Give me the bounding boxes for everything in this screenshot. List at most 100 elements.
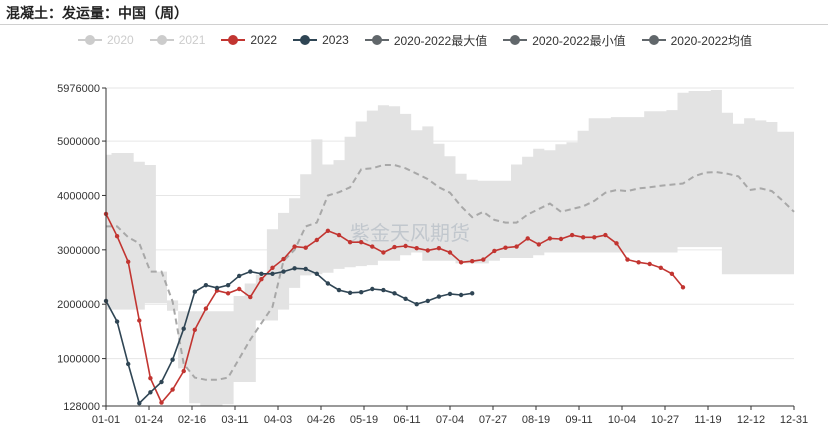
data-point-2022 <box>525 236 530 241</box>
data-point-2022 <box>536 242 541 247</box>
data-point-2023 <box>259 271 264 276</box>
data-point-2022 <box>392 244 397 250</box>
legend-item-6[interactable]: 2020-2022均值 <box>641 32 752 49</box>
data-point-2023 <box>314 271 319 276</box>
x-tick-label: 12-31 <box>780 414 808 426</box>
legend-marker-icon <box>503 33 528 47</box>
x-tick-label: 02-16 <box>178 414 206 426</box>
legend-item-0[interactable]: 2020 <box>78 33 134 47</box>
data-point-2022 <box>192 327 197 332</box>
legend-marker-icon <box>641 33 666 47</box>
legend-label: 2020-2022最大值 <box>393 33 488 48</box>
data-point-2022 <box>359 240 364 245</box>
x-tick-label: 09-11 <box>565 414 592 426</box>
data-point-2023 <box>325 281 331 286</box>
legend-label: 2023 <box>322 33 349 47</box>
data-point-2022 <box>414 246 419 251</box>
data-point-2022 <box>470 259 475 264</box>
data-point-2022 <box>292 244 297 249</box>
data-point-2022 <box>425 248 430 253</box>
x-tick-label: 11-19 <box>694 414 721 426</box>
legend-item-3[interactable]: 2023 <box>293 33 349 47</box>
data-point-2023 <box>114 319 120 324</box>
data-point-2022 <box>126 259 131 264</box>
legend-item-1[interactable]: 2021 <box>149 33 206 47</box>
data-point-2022 <box>569 232 575 238</box>
chart-title: 混凝土：发运量：中国（周） <box>6 6 188 22</box>
max-min-band <box>106 90 794 406</box>
data-point-2023 <box>425 298 430 304</box>
data-point-2022 <box>481 257 486 262</box>
data-point-2022 <box>447 250 453 255</box>
watermark-layer: 紫金天风期货 <box>350 221 470 245</box>
data-point-2022 <box>303 245 308 250</box>
data-point-2022 <box>325 228 331 233</box>
data-point-2023 <box>458 292 464 298</box>
data-point-2022 <box>547 236 553 241</box>
data-point-2022 <box>436 246 442 251</box>
x-tick-label: 07-27 <box>479 414 507 426</box>
series-line-2023 <box>105 267 473 405</box>
data-point-2023 <box>181 326 186 331</box>
data-point-2022 <box>492 248 497 254</box>
data-point-2022 <box>458 260 464 265</box>
data-point-2022 <box>137 318 142 323</box>
data-point-2023 <box>137 401 142 406</box>
data-point-2022 <box>614 241 619 246</box>
data-point-2023 <box>336 287 342 293</box>
data-point-2022 <box>680 285 686 290</box>
data-point-2023 <box>281 269 286 274</box>
series-layer <box>103 211 686 406</box>
data-point-2022 <box>603 232 608 238</box>
y-tick-label: 2000000 <box>57 299 100 311</box>
data-point-2022 <box>259 277 264 282</box>
x-tick-label: 01-01 <box>92 414 120 426</box>
data-point-2022 <box>658 265 663 270</box>
watermark-text: 紫金天风期货 <box>350 221 470 245</box>
data-point-2023 <box>270 271 275 276</box>
data-point-2023 <box>148 390 153 395</box>
data-point-2022 <box>669 271 675 276</box>
data-point-2023 <box>436 294 442 299</box>
data-point-2023 <box>470 291 475 296</box>
data-point-2022 <box>558 236 564 242</box>
legend-marker-icon <box>364 33 389 47</box>
legend-marker-icon <box>78 33 102 47</box>
legend-marker-icon <box>149 33 174 47</box>
y-tick-label: 3000000 <box>57 245 100 257</box>
legend-marker-icon <box>293 33 318 47</box>
data-point-2023 <box>214 285 220 291</box>
data-point-2023 <box>359 290 364 295</box>
x-tick-label: 06-11 <box>393 414 420 426</box>
data-point-2022 <box>581 235 586 240</box>
data-point-2022 <box>403 243 408 249</box>
data-point-2022 <box>225 291 231 296</box>
legend-label: 2020 <box>107 33 134 47</box>
data-point-2022 <box>114 234 120 239</box>
legend-label: 2020-2022均值 <box>670 33 752 48</box>
data-point-2023 <box>381 287 386 293</box>
data-point-2022 <box>514 244 519 249</box>
data-point-2022 <box>592 235 597 240</box>
y-tick-label: 5976000 <box>57 83 100 95</box>
data-point-2023 <box>237 273 242 279</box>
legend-item-2[interactable]: 2022 <box>221 33 277 47</box>
legend-marker-icon <box>221 33 246 47</box>
data-point-2022 <box>636 260 641 265</box>
x-tick-label: 10-04 <box>608 414 636 426</box>
legend-label: 2021 <box>178 33 206 47</box>
x-tick-label: 07-04 <box>436 414 464 426</box>
title-divider <box>0 24 828 25</box>
x-tick-label: 04-03 <box>264 414 292 426</box>
legend-item-4[interactable]: 2020-2022最大值 <box>364 32 488 49</box>
data-point-2023 <box>392 291 397 296</box>
legend-item-5[interactable]: 2020-2022最小值 <box>503 32 626 49</box>
legend-label: 2020-2022最小值 <box>532 33 626 48</box>
mean-line-layer <box>106 164 795 381</box>
data-point-2022 <box>159 400 164 405</box>
data-point-2023 <box>126 361 131 367</box>
data-point-2022 <box>248 294 253 300</box>
legend: 2020 2021 2022 2023 2020-2022最大值 2020-2022最小值… <box>78 31 768 49</box>
data-point-2023 <box>447 291 453 297</box>
y-tick-label: 4000000 <box>57 190 100 202</box>
